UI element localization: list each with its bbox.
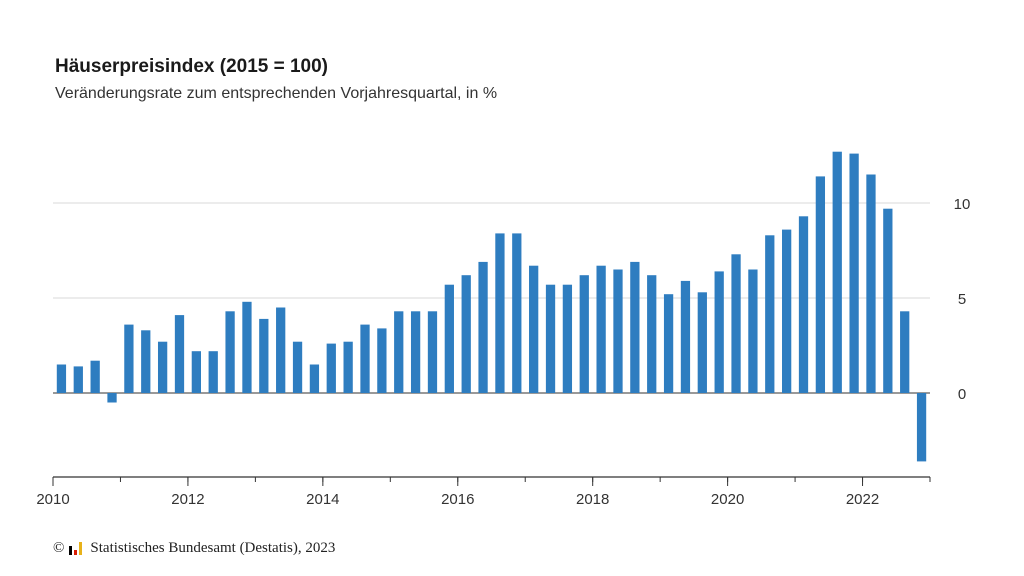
bar [73,366,83,393]
bar [512,233,522,393]
chart-subtitle: Veränderungsrate zum entsprechenden Vorj… [55,85,498,102]
bar [697,292,707,393]
bar [545,284,556,393]
bar [107,393,117,403]
bar [562,284,573,393]
copyright-symbol: © [53,540,65,556]
bar [916,393,927,462]
bar [765,235,775,393]
bar [292,341,303,393]
bar [394,311,404,393]
bar [343,341,353,393]
x-tick-label: 2010 [36,491,69,508]
bar [141,330,151,393]
x-tick-label: 2012 [171,491,204,508]
bar [360,324,370,393]
bar [124,324,134,393]
bar [377,328,387,393]
x-tick-label: 2018 [576,491,609,508]
bar [157,341,168,393]
bar [849,153,859,393]
bar [410,311,421,393]
bar [613,269,623,393]
bar [647,275,657,393]
bar [798,216,809,393]
source-text: Statistisches Bundesamt (Destatis), 2023 [90,540,336,556]
bar [529,265,539,393]
bar [663,294,674,393]
bar [866,174,876,393]
y-tick-label: 10 [954,196,971,213]
bar [478,261,488,393]
bar [225,311,235,393]
bar [326,343,336,393]
bar [444,284,454,393]
bar [56,364,67,393]
bar [900,311,910,393]
bar [748,269,758,393]
bar [191,351,201,393]
bar [242,301,252,393]
y-tick-label: 0 [958,386,966,403]
x-tick-label: 2022 [846,491,879,508]
bar [815,176,826,393]
source-footer: © Statistisches Bundesamt (Destatis), 20… [53,540,335,557]
bar [495,233,505,393]
bar [427,311,438,393]
x-tick-label: 2014 [306,491,339,508]
bar [276,307,286,393]
bar [259,318,269,393]
bar [714,271,724,393]
bar [579,275,589,393]
bar [680,280,691,393]
bar [883,208,893,393]
bar [832,151,842,393]
chart-title: Häuserpreisindex (2015 = 100) [55,56,329,77]
bar [90,360,100,393]
y-tick-label: 5 [958,291,966,308]
bar [630,261,640,393]
bar [208,351,218,393]
bar [731,254,741,393]
bar [461,275,471,393]
bar [309,364,320,393]
bar [174,315,185,393]
x-tick-label: 2016 [441,491,474,508]
bar [782,229,792,393]
x-tick-label: 2020 [711,491,744,508]
destatis-logo-icon [69,542,85,555]
bar [596,265,606,393]
